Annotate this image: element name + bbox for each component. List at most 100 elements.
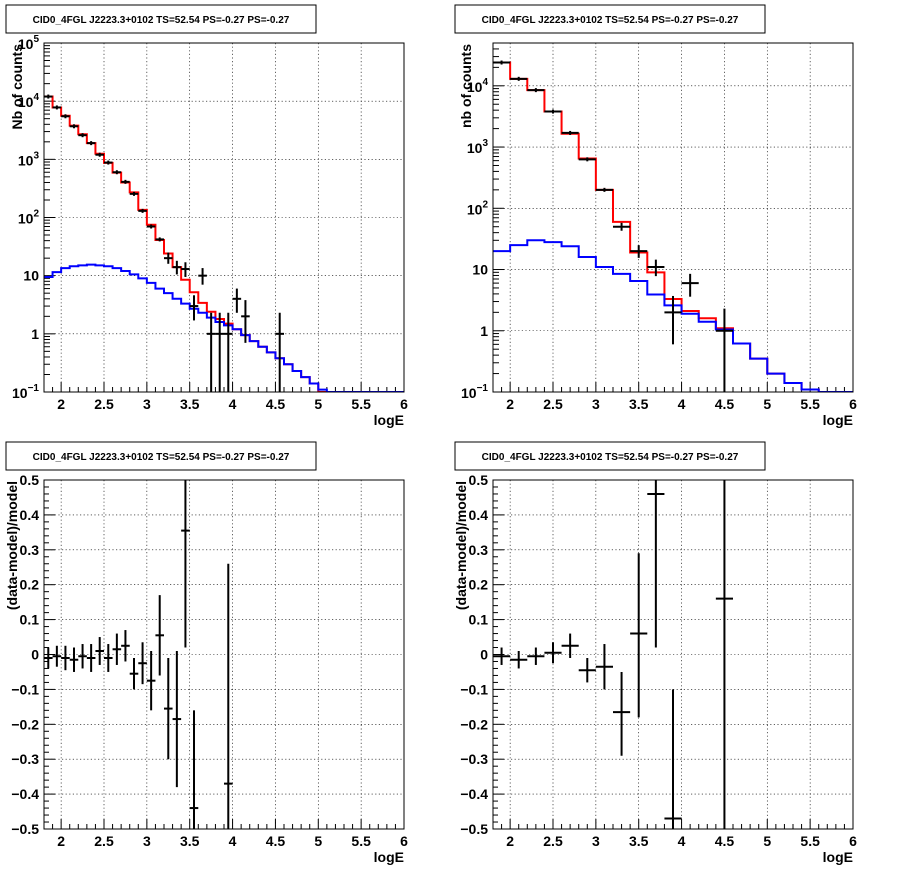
data-point — [189, 710, 199, 829]
x-tick-label: 6 — [400, 833, 408, 849]
y-tick-base: 10 — [18, 152, 34, 168]
y-tick-label: 0.2 — [469, 577, 489, 593]
y-tick-exponent: 3 — [33, 150, 39, 161]
y-tick-base: 10 — [18, 211, 34, 227]
y-tick-label: −0.4 — [460, 786, 488, 802]
y-tick-base: 10 — [12, 385, 28, 401]
chart-title-text: CID0_4FGL J2223.3+0102 TS=52.54 PS=-0.27… — [33, 15, 290, 26]
data-point — [578, 657, 596, 683]
x-tick-label: 3.5 — [180, 396, 200, 412]
data-point — [595, 644, 613, 690]
data-point — [595, 187, 613, 192]
y-axis-label: (data-model)/model — [453, 481, 469, 610]
grid — [44, 479, 405, 830]
data-point — [561, 633, 579, 658]
x-tick-label: 5.5 — [800, 396, 820, 412]
y-tick-label: 0 — [480, 647, 488, 663]
data-point — [61, 645, 70, 671]
plot-frame — [43, 479, 405, 830]
data-point — [95, 637, 104, 665]
x-tick-label: 3.5 — [629, 833, 649, 849]
y-tick-label: 102 — [467, 199, 489, 217]
x-axis-label: logE — [823, 849, 853, 865]
x-tick-label: 3.5 — [180, 833, 200, 849]
y-tick-exponent: 2 — [33, 209, 39, 220]
y-tick-label: −0.3 — [11, 751, 39, 767]
y-tick-base: 10 — [467, 79, 483, 95]
y-tick-label: −0.5 — [11, 821, 39, 837]
x-tick-label: 3 — [143, 833, 151, 849]
x-tick-label: 2 — [506, 396, 514, 412]
x-tick-label: 4.5 — [266, 396, 286, 412]
plot-frame — [492, 42, 854, 393]
data-point — [510, 76, 528, 81]
data-point — [112, 633, 122, 665]
y-tick-base: 10 — [467, 201, 483, 217]
data-point — [52, 105, 62, 110]
x-axis-label: logE — [374, 412, 404, 428]
data-point — [78, 644, 87, 669]
x-tick-label: 2 — [57, 833, 65, 849]
y-tick-label: 10−1 — [461, 383, 488, 401]
data-point — [86, 141, 96, 146]
x-axis-label: logE — [823, 412, 853, 428]
data-point — [61, 114, 70, 119]
data-point — [715, 308, 733, 392]
y-axis-label: (data-model)/model — [4, 481, 20, 610]
model-total-line — [44, 95, 404, 392]
x-tick-label: 3 — [592, 833, 600, 849]
data-point — [215, 312, 224, 392]
y-tick-label: 0.4 — [20, 507, 40, 523]
y-tick-label: 0.5 — [469, 472, 489, 488]
x-tick-label: 2.5 — [543, 396, 563, 412]
y-tick-label: 0.1 — [469, 612, 489, 628]
data-point — [630, 553, 648, 718]
x-tick-label: 4.5 — [266, 833, 286, 849]
data-point — [52, 645, 62, 667]
x-tick-label: 5 — [763, 833, 771, 849]
y-tick-label: −0.1 — [11, 681, 39, 697]
x-tick-label: 5.5 — [351, 396, 371, 412]
x-axis-label: logE — [374, 849, 404, 865]
y-tick-exponent: 3 — [482, 138, 488, 149]
y-tick-label: 104 — [467, 77, 489, 95]
y-tick-label: −0.3 — [460, 751, 488, 767]
y-tick-label: 104 — [18, 92, 40, 110]
y-tick-label: 0.1 — [20, 612, 40, 628]
data-point — [241, 300, 250, 343]
data-point — [189, 295, 199, 321]
data-point — [86, 644, 96, 672]
data-point — [164, 252, 173, 264]
y-tick-label: −0.1 — [460, 681, 488, 697]
y-tick-label: 0.3 — [20, 542, 40, 558]
y-tick-base: 10 — [18, 36, 34, 52]
y-tick-label: 0.4 — [469, 507, 489, 523]
data-point — [664, 689, 682, 829]
data-point — [104, 160, 113, 165]
plot-frame — [43, 42, 405, 393]
data-point — [224, 312, 233, 392]
chart-title: CID0_4FGL J2223.3+0102 TS=52.54 PS=-0.27… — [5, 441, 317, 471]
x-tick-label: 3.5 — [629, 396, 649, 412]
panel-counts-right: CID0_4FGL J2223.3+0102 TS=52.54 PS=-0.27… — [449, 0, 898, 442]
data-point — [198, 268, 207, 285]
chart-svg: CID0_4FGL J2223.3+0102 TS=52.54 PS=-0.27… — [454, 4, 857, 428]
x-tick-label: 4 — [678, 833, 686, 849]
data-point — [121, 630, 130, 662]
y-tick-label: −0.2 — [460, 716, 488, 732]
data-point — [224, 563, 233, 829]
data-point — [493, 60, 511, 65]
data-point — [129, 657, 139, 690]
x-tick-label: 4.5 — [715, 833, 735, 849]
x-tick-label: 6 — [400, 396, 408, 412]
chart-title: CID0_4FGL J2223.3+0102 TS=52.54 PS=-0.27… — [5, 4, 317, 34]
y-tick-exponent: 4 — [33, 92, 39, 103]
data-point — [510, 651, 528, 669]
data-point — [146, 651, 156, 711]
data-point — [613, 222, 631, 231]
panel-residuals-right: CID0_4FGL J2223.3+0102 TS=52.54 PS=-0.27… — [449, 437, 898, 879]
data-point — [527, 88, 545, 93]
data-point — [613, 671, 631, 756]
data-point — [164, 657, 173, 760]
y-tick-label: 10 — [472, 262, 488, 278]
